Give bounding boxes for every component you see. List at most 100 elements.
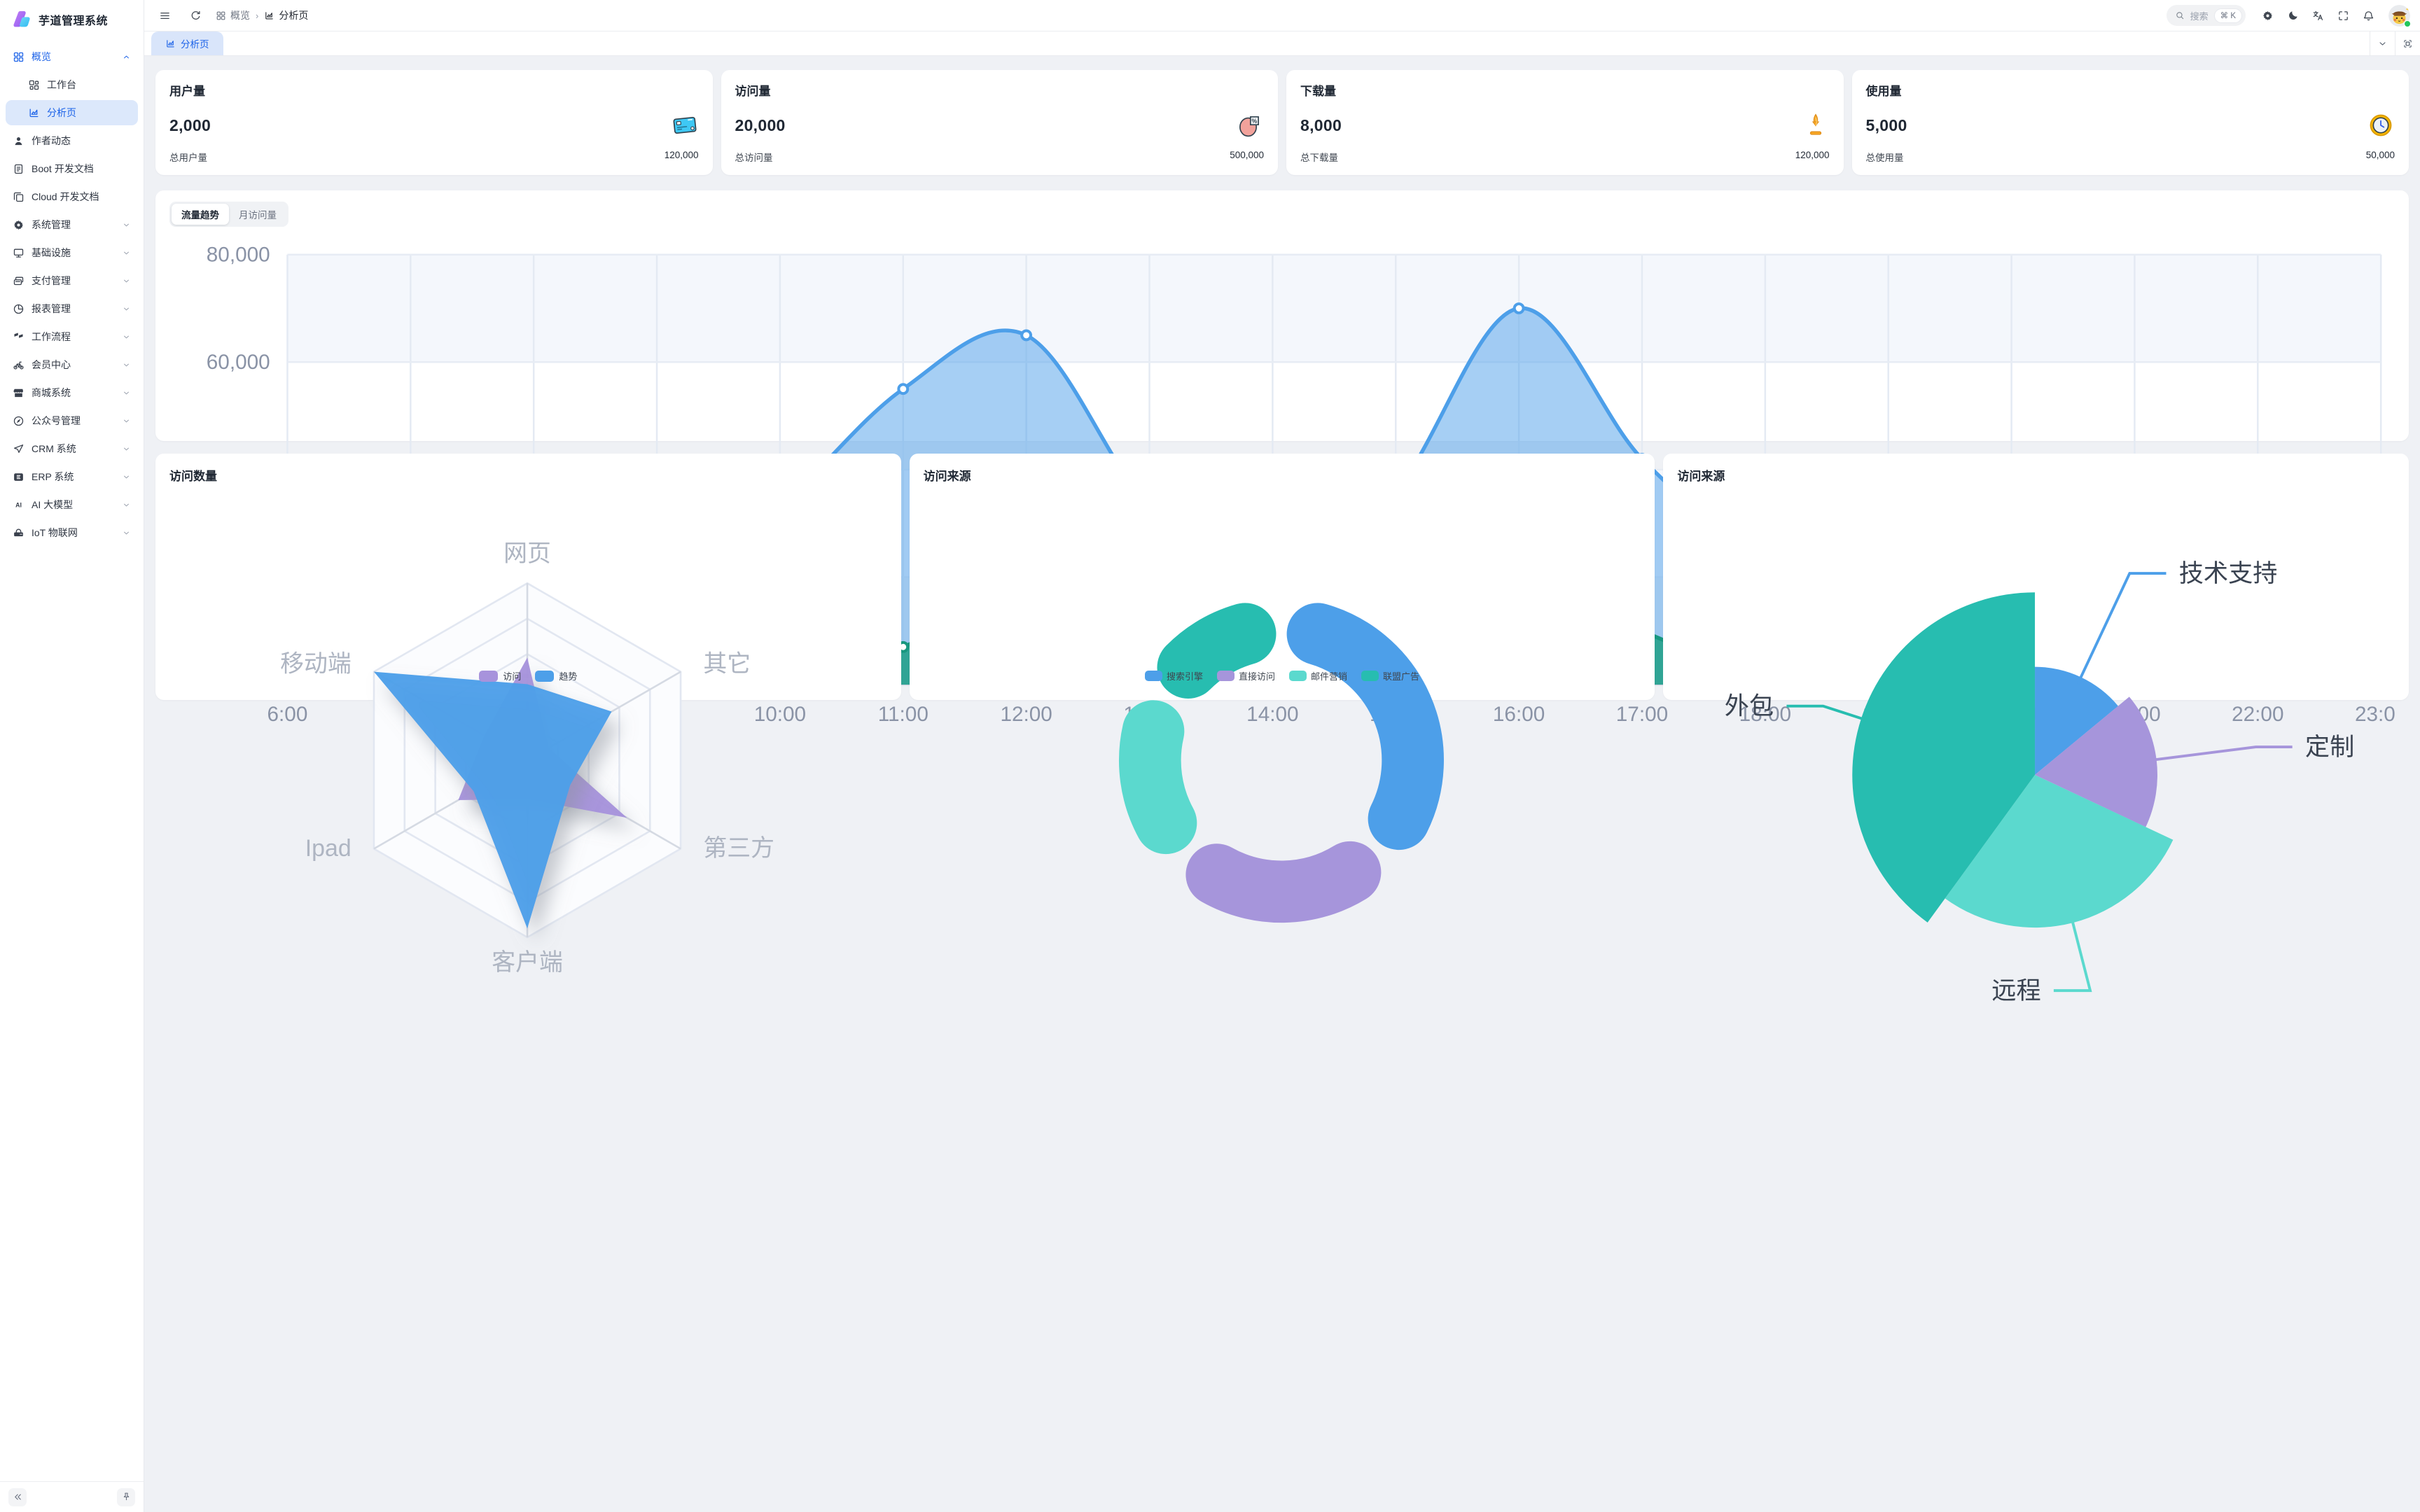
stat-card-value: 20,000 (735, 115, 786, 134)
sidebar-item-member[interactable]: 会员中心 (6, 352, 138, 377)
sidebar-pin-button[interactable] (117, 1488, 135, 1506)
x-axis-tick: 12:00 (1000, 703, 1052, 726)
legend-item-2[interactable]: 邮件营销 (1289, 669, 1347, 682)
settings-button[interactable] (2257, 5, 2278, 26)
chevron-down-icon (122, 472, 131, 482)
fullscreen-button[interactable] (2332, 5, 2353, 26)
app-logo[interactable]: 芋道管理系统 (0, 0, 144, 37)
sidebar-item-workbench[interactable]: 工作台 (6, 72, 138, 97)
traffic-tabs: 流量趋势 月访问量 (169, 202, 288, 227)
tab-bar: 分析页 (144, 31, 2420, 56)
chevron-down-icon (122, 500, 131, 510)
breadcrumb-item[interactable]: 分析页 (264, 8, 308, 22)
donut-segment (1118, 700, 1197, 855)
chevron-down-icon (122, 416, 131, 426)
donut-segment (1286, 603, 1444, 850)
source-donut-card: 访问来源 搜索引擎 直接访问 邮件营销 联盟广告 (909, 454, 1655, 923)
tab-analysis[interactable]: 分析页 (151, 31, 223, 55)
sidebar-item-mp[interactable]: 公众号管理 (6, 408, 138, 433)
sidebar-item-erp[interactable]: ERP 系统 (6, 464, 138, 489)
tab-fullscreen-button[interactable] (2395, 31, 2420, 55)
bottom-cards-row: 访问数量 网页 其它 第三方 客户端 Ipad 移动端 访问 趋势 访问来源 搜索引擎 直接访… (155, 454, 2409, 1004)
breadcrumb-label: 概览 (230, 10, 250, 21)
sidebar-item-label: 工作流程 (32, 331, 71, 342)
traffic-tab-monthly[interactable]: 月访问量 (229, 204, 286, 225)
sidebar-item-payment[interactable]: 支付管理 (6, 268, 138, 293)
sidebar-item-author[interactable]: 作者动态 (6, 128, 138, 153)
stat-card-3: 下载量 8,000 总下载量 120,000 (1286, 70, 1844, 175)
chevron-down-icon (122, 248, 131, 258)
sidebar-item-iot[interactable]: IoT 物联网 (6, 520, 138, 545)
pie-label: 外包 (1725, 692, 1774, 720)
notifications-button[interactable] (2358, 5, 2379, 26)
user-icon (13, 135, 25, 147)
chevron-up-icon (122, 52, 131, 62)
member-icon (13, 359, 25, 371)
legend-swatch (1289, 671, 1307, 681)
traffic-tab-trend[interactable]: 流量趋势 (172, 204, 229, 225)
sidebar-collapse-button[interactable] (8, 1488, 27, 1506)
sidebar-item-crm[interactable]: CRM 系统 (6, 436, 138, 461)
legend-item-0[interactable]: 搜索引擎 (1144, 669, 1203, 682)
search-input[interactable]: 搜索 ⌘ K (2166, 5, 2246, 26)
sidebar-item-cloud-doc[interactable]: Cloud 开发文档 (6, 184, 138, 209)
sidebar-item-label: CRM 系统 (32, 443, 76, 454)
legend-item-1[interactable]: 趋势 (535, 669, 577, 682)
translate-icon (2312, 10, 2324, 22)
pie-label-line (1786, 704, 1869, 722)
legend-swatch (535, 670, 555, 682)
pie-slice (2035, 666, 2119, 775)
sidebar-item-analysis[interactable]: 分析页 (6, 100, 138, 125)
search-icon (2175, 10, 2185, 20)
chevrons-left-icon (13, 1492, 23, 1502)
gear-icon (13, 219, 25, 231)
radar-legend: 访问 趋势 (155, 669, 901, 682)
user-avatar[interactable] (2388, 4, 2411, 27)
pie-label-line (2054, 915, 2092, 993)
sidebar-item-label: ERP 系统 (32, 471, 74, 482)
sidebar-item-boot-doc[interactable]: Boot 开发文档 (6, 156, 138, 181)
donut-legend: 搜索引擎 直接访问 邮件营销 联盟广告 (910, 669, 1655, 682)
breadcrumb-item[interactable]: 概览 (216, 8, 250, 22)
sidebar-item-ai[interactable]: AI AI 大模型 (6, 492, 138, 517)
document-icon (13, 163, 25, 175)
workbench-icon (28, 79, 40, 91)
tab-menu-button[interactable] (2370, 31, 2395, 55)
refresh-button[interactable] (185, 5, 206, 26)
sidebar-item-mall[interactable]: 商城系统 (6, 380, 138, 405)
legend-swatch (1361, 671, 1379, 681)
legend-item-0[interactable]: 访问 (479, 669, 521, 682)
maximize-icon (2402, 38, 2413, 49)
radar-axis-label: Ipad (305, 835, 352, 862)
sidebar-item-infra[interactable]: 基础设施 (6, 240, 138, 265)
donut-segment (1157, 603, 1277, 699)
donut-chart-svg (1118, 603, 1444, 923)
dark-mode-button[interactable] (2282, 5, 2303, 26)
sidebar-item-label: 分析页 (47, 107, 76, 118)
sidebar-item-label: Boot 开发文档 (32, 163, 94, 174)
clock-stat-icon (2367, 111, 2395, 139)
crm-icon (13, 443, 25, 455)
breadcrumb-label: 分析页 (279, 10, 309, 21)
legend-item-1[interactable]: 直接访问 (1216, 669, 1275, 682)
chevron-down-icon (122, 220, 131, 230)
legend-item-3[interactable]: 联盟广告 (1361, 669, 1419, 682)
language-button[interactable] (2307, 5, 2328, 26)
stat-card-value: 2,000 (169, 115, 211, 134)
pie-slice (1945, 774, 2174, 928)
sidebar-footer (0, 1481, 144, 1512)
sidebar-item-overview[interactable]: 概览 (6, 44, 138, 69)
sidebar-item-label: 概览 (32, 51, 51, 62)
documents-icon (13, 191, 25, 203)
sidebar-item-system[interactable]: 系统管理 (6, 212, 138, 237)
y-axis-tick: 80,000 (207, 244, 270, 267)
sidebar-item-report[interactable]: 报表管理 (6, 296, 138, 321)
topbar: 概览 › 分析页 搜索 ⌘ K (144, 0, 2420, 31)
breadcrumb-separator: › (256, 10, 259, 21)
bell-icon (2363, 10, 2374, 22)
sidebar-item-workflow[interactable]: 工作流程 (6, 324, 138, 349)
legend-label: 直接访问 (1238, 671, 1275, 682)
radar-chart: 网页 其它 第三方 客户端 Ipad 移动端 (169, 486, 887, 1056)
menu-toggle-button[interactable] (154, 5, 175, 26)
